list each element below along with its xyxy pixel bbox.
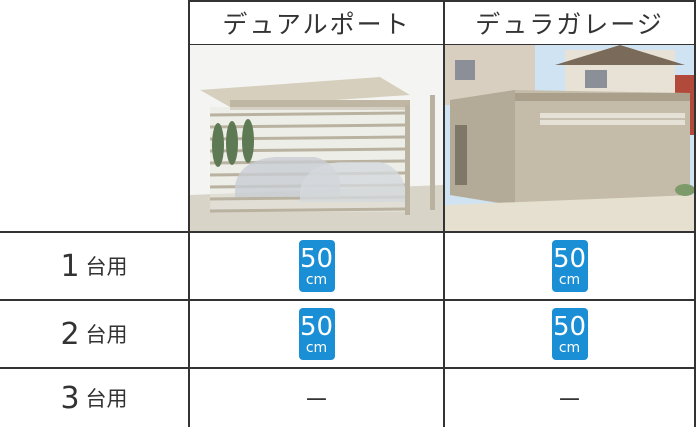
garage-image (445, 45, 694, 231)
row-label: 1 台用 (0, 233, 188, 299)
border (694, 0, 696, 427)
badge-unit: cm (558, 271, 581, 288)
border (188, 44, 696, 45)
badge: 50 cm (551, 240, 588, 292)
column-header: デュアルポート (222, 10, 411, 39)
badge: 50 cm (551, 308, 588, 360)
badge-unit: cm (305, 339, 328, 356)
cell: 50 cm (190, 301, 443, 367)
border (188, 0, 696, 2)
border (188, 0, 190, 427)
badge-unit: cm (558, 339, 581, 356)
badge-value: 50 (299, 311, 334, 342)
badge: 50 cm (298, 308, 335, 360)
row-number: 1 (60, 248, 80, 284)
cell: － (556, 385, 583, 416)
badge-unit: cm (305, 271, 328, 288)
row-number: 2 (60, 316, 80, 352)
row-unit: 台用 (85, 387, 128, 411)
cell: 50 cm (190, 233, 443, 299)
row-unit: 台用 (85, 255, 128, 279)
carport-image (190, 45, 443, 231)
row-number: 3 (60, 380, 80, 416)
row-unit: 台用 (85, 323, 128, 347)
row-label: 3 台用 (0, 369, 188, 427)
border (0, 231, 696, 233)
badge: 50 cm (298, 240, 335, 292)
column-header: デュラガレージ (475, 10, 664, 39)
cell: 50 cm (445, 233, 694, 299)
cell: 50 cm (445, 301, 694, 367)
badge-value: 50 (299, 243, 334, 274)
cell: － (303, 385, 330, 416)
row-label: 2 台用 (0, 301, 188, 367)
badge-value: 50 (552, 311, 587, 342)
badge-value: 50 (552, 243, 587, 274)
border (0, 299, 696, 301)
border (0, 367, 696, 369)
border (443, 0, 445, 427)
